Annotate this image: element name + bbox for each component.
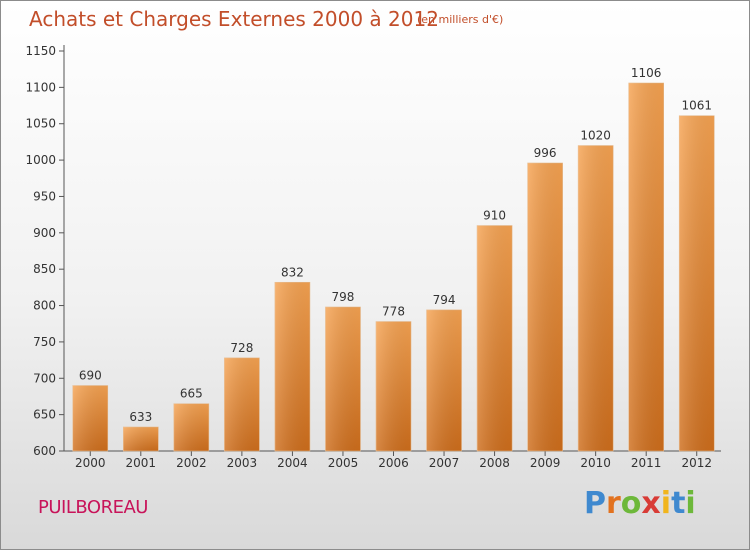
bar-shade xyxy=(224,357,260,451)
bar-value-label: 794 xyxy=(433,293,456,307)
y-tick-label: 850 xyxy=(33,262,56,276)
y-tick-label: 1150 xyxy=(25,44,56,58)
x-tick-label: 2006 xyxy=(378,456,409,470)
bars: 690 633 665 728 832 798 778 794 910 996 1020 1106 10… xyxy=(72,66,715,452)
bar-shade xyxy=(628,83,664,451)
bar-shade xyxy=(72,385,108,451)
axes: 600 650 700 750 800 850 900 950 1000 1050 1100 1150… xyxy=(25,44,721,470)
bar-value-label: 1106 xyxy=(631,66,662,80)
bar-value-label: 798 xyxy=(332,290,355,304)
bar-shade xyxy=(578,145,614,451)
bar-shade xyxy=(527,163,563,451)
bar-value-label: 910 xyxy=(483,209,506,223)
y-tick-label: 1100 xyxy=(25,80,56,94)
x-tick-label: 2005 xyxy=(328,456,359,470)
x-tick-label: 2000 xyxy=(75,456,106,470)
y-tick-label: 1050 xyxy=(25,117,56,131)
bar-value-label: 996 xyxy=(534,146,557,160)
x-tick-label: 2009 xyxy=(530,456,561,470)
y-tick-label: 650 xyxy=(33,408,56,422)
bar-value-label: 832 xyxy=(281,265,304,279)
x-tick-label: 2001 xyxy=(126,456,157,470)
bar-value-label: 633 xyxy=(129,410,152,424)
bar-shade xyxy=(123,427,159,451)
chart-title: Achats et Charges Externes 2000 à 2012 xyxy=(29,7,439,31)
x-tick-label: 2010 xyxy=(580,456,611,470)
y-tick-label: 900 xyxy=(33,226,56,240)
y-tick-label: 750 xyxy=(33,335,56,349)
x-tick-label: 2004 xyxy=(277,456,308,470)
brand-letter: o xyxy=(620,486,642,521)
bar-value-label: 1061 xyxy=(681,99,712,113)
bar-value-label: 1020 xyxy=(580,129,611,143)
x-tick-label: 2003 xyxy=(227,456,258,470)
brand-logo: Proxiti xyxy=(584,486,696,521)
bar-shade xyxy=(477,225,513,451)
bar-shade xyxy=(325,307,361,451)
y-tick-label: 950 xyxy=(33,189,56,203)
bar-shade xyxy=(173,403,209,451)
y-tick-label: 600 xyxy=(33,444,56,458)
brand-letter: i xyxy=(660,486,672,521)
x-tick-label: 2008 xyxy=(479,456,510,470)
x-tick-label: 2012 xyxy=(681,456,712,470)
bar-value-label: 665 xyxy=(180,387,203,401)
brand-letter: r xyxy=(606,486,621,521)
brand-letter: i xyxy=(685,486,696,521)
city-name: PUILBOREAU xyxy=(38,497,148,518)
bar-value-label: 690 xyxy=(79,369,102,383)
y-tick-label: 800 xyxy=(33,299,56,313)
bar-shade xyxy=(426,309,462,451)
y-tick-label: 700 xyxy=(33,371,56,385)
bar-value-label: 728 xyxy=(230,341,253,355)
bar-shade xyxy=(679,115,715,452)
bar-shade xyxy=(376,321,411,451)
x-tick-label: 2011 xyxy=(631,456,662,470)
x-tick-label: 2002 xyxy=(176,456,207,470)
x-tick-label: 2007 xyxy=(429,456,460,470)
bar-shade xyxy=(274,282,310,451)
bar-value-label: 778 xyxy=(382,305,405,319)
chart-subtitle: (en milliers d'€) xyxy=(417,13,504,26)
brand-letter: P xyxy=(584,486,606,521)
y-tick-label: 1000 xyxy=(25,153,56,167)
brand-letter: x xyxy=(641,486,661,521)
brand-letter: t xyxy=(671,486,686,521)
